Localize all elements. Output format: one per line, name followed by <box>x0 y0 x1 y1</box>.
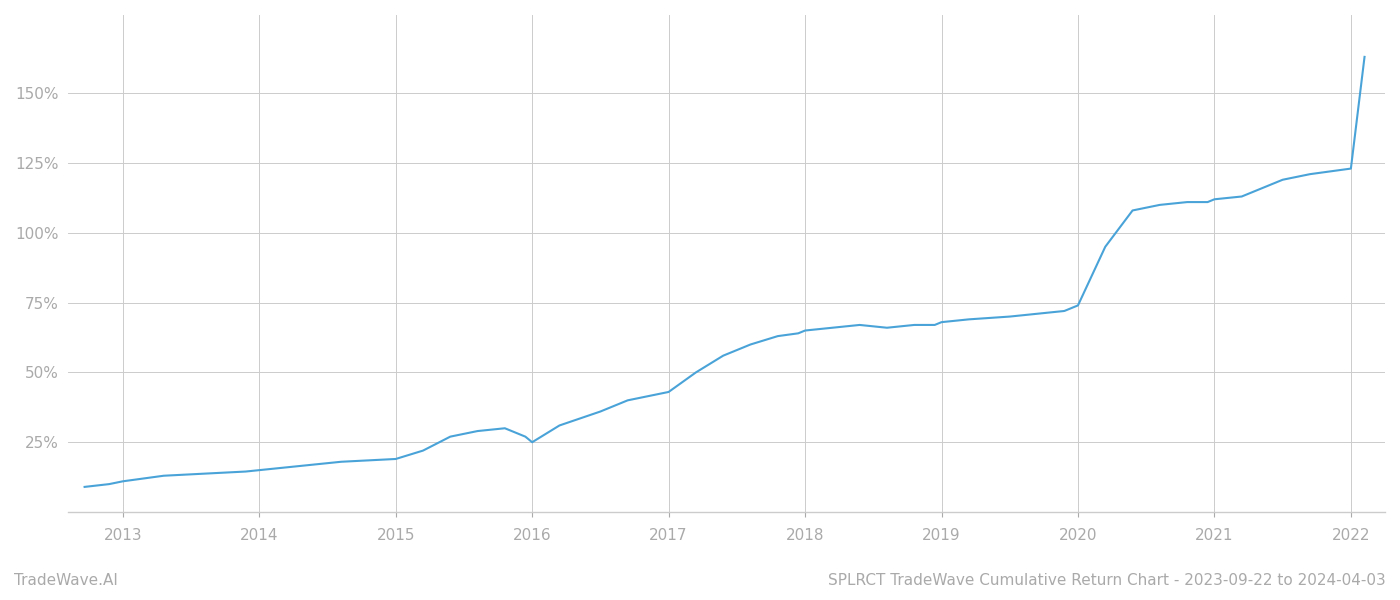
Text: SPLRCT TradeWave Cumulative Return Chart - 2023-09-22 to 2024-04-03: SPLRCT TradeWave Cumulative Return Chart… <box>829 573 1386 588</box>
Text: TradeWave.AI: TradeWave.AI <box>14 573 118 588</box>
